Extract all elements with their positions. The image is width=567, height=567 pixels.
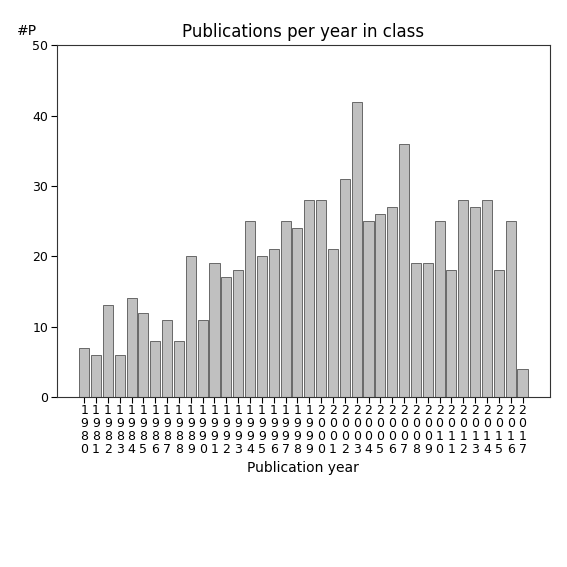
Bar	[186, 256, 196, 397]
Bar	[79, 348, 89, 397]
Bar	[340, 179, 350, 397]
Bar	[257, 256, 267, 397]
Bar	[375, 214, 386, 397]
Bar	[138, 312, 149, 397]
Bar	[363, 221, 374, 397]
Bar	[150, 341, 160, 397]
Bar	[352, 101, 362, 397]
Bar	[221, 277, 231, 397]
Bar	[209, 263, 219, 397]
Bar	[470, 207, 480, 397]
Bar	[293, 228, 302, 397]
Bar	[269, 249, 279, 397]
Bar	[494, 270, 504, 397]
Bar	[316, 200, 326, 397]
Bar	[423, 263, 433, 397]
Bar	[174, 341, 184, 397]
Bar	[245, 221, 255, 397]
Bar	[198, 320, 208, 397]
Bar	[506, 221, 516, 397]
Bar	[446, 270, 456, 397]
Bar	[233, 270, 243, 397]
Bar	[126, 298, 137, 397]
Bar	[115, 355, 125, 397]
Bar	[411, 263, 421, 397]
Bar	[458, 200, 468, 397]
Bar	[103, 306, 113, 397]
Bar	[518, 369, 527, 397]
Title: Publications per year in class: Publications per year in class	[182, 23, 425, 41]
Bar	[304, 200, 314, 397]
Bar	[482, 200, 492, 397]
Bar	[162, 320, 172, 397]
Bar	[387, 207, 397, 397]
Bar	[281, 221, 291, 397]
X-axis label: Publication year: Publication year	[247, 462, 359, 475]
Bar	[434, 221, 445, 397]
Bar	[328, 249, 338, 397]
Text: #P: #P	[17, 24, 37, 39]
Bar	[399, 144, 409, 397]
Bar	[91, 355, 101, 397]
